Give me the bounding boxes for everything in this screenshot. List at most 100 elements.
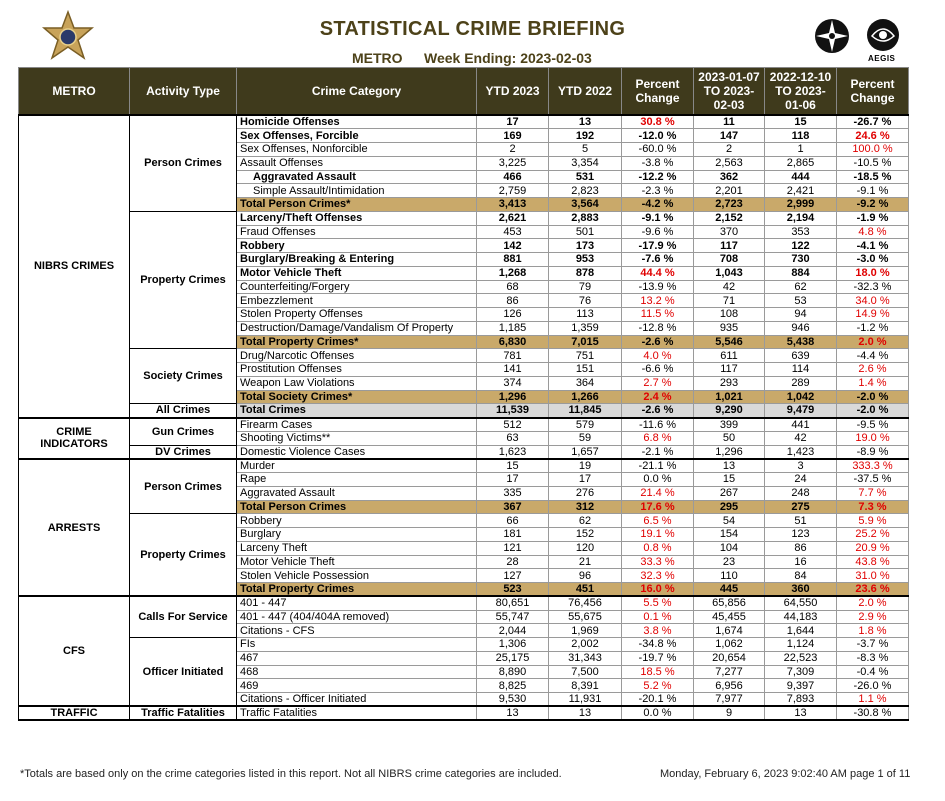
crime-category: Assault Offenses xyxy=(236,155,477,171)
cell-value: 44,183 xyxy=(764,609,837,625)
cell-value: 127 xyxy=(476,568,549,583)
activity-type: Person Crimes xyxy=(129,458,237,515)
crime-category: Motor Vehicle Theft xyxy=(236,554,477,570)
cell-value: 1,359 xyxy=(548,320,622,336)
cell-value: 2,621 xyxy=(476,210,549,226)
cell-value: 54 xyxy=(693,513,765,528)
table-row: 468 8,890 7,500 18.5 % 7,277 7,309 -0.4 % xyxy=(19,664,909,680)
cell-value: 751 xyxy=(548,348,622,363)
cell-value: -3.8 % xyxy=(621,155,694,171)
cell-value: 64,550 xyxy=(764,595,837,611)
cell-value: 19.1 % xyxy=(621,527,694,542)
cell-value: 2,563 xyxy=(693,155,765,171)
cell-value: 15 xyxy=(476,458,549,473)
cell-value: 399 xyxy=(693,417,765,432)
cell-value: 1,062 xyxy=(693,637,765,652)
cell-value: 1,674 xyxy=(693,623,765,638)
cell-value: 18.0 % xyxy=(836,265,909,281)
cell-value: 781 xyxy=(476,348,549,363)
table-row: Officer Initiated FIs 1,306 2,002 -34.8 % 1,0… xyxy=(19,637,909,707)
activity-type: Gun Crimes xyxy=(129,417,237,446)
cell-value: 24 xyxy=(764,472,837,487)
cell-value: -9.2 % xyxy=(836,197,909,212)
cell-value: 5,438 xyxy=(764,334,837,350)
cell-value: -60.0 % xyxy=(621,142,694,157)
table-row: Aggravated Assault 466 531 -12.2 % 362 444 -18… xyxy=(19,169,909,185)
cell-value: 3,225 xyxy=(476,155,549,171)
cell-value: 5,546 xyxy=(693,334,765,350)
column-header: YTD 2023 xyxy=(476,67,549,116)
cell-value: 23 xyxy=(693,554,765,570)
cell-value: 6,956 xyxy=(693,678,765,693)
cell-value: 33.3 % xyxy=(621,554,694,570)
cell-value: 451 xyxy=(548,582,622,597)
cell-value: 181 xyxy=(476,527,549,542)
cell-value: 7,500 xyxy=(548,664,622,680)
cell-value: 141 xyxy=(476,362,549,377)
cell-value: -1.2 % xyxy=(836,320,909,336)
cell-value: 2.7 % xyxy=(621,375,694,391)
column-header: Activity Type xyxy=(129,67,237,116)
cell-value: 444 xyxy=(764,169,837,185)
cell-value: 3,413 xyxy=(476,197,549,212)
cell-value: 173 xyxy=(548,238,622,253)
week-ending: Week Ending: 2023-02-03 xyxy=(424,50,592,66)
table-row: Society Crimes Drug/Narcotic Offenses 781 7… xyxy=(19,348,909,405)
cell-value: -13.9 % xyxy=(621,279,694,295)
column-header: METRO xyxy=(18,67,130,116)
cell-value: 11,931 xyxy=(548,692,622,707)
table-row: Larceny Theft 121 120 0.8 % 104 86 20.9 % xyxy=(19,540,909,556)
activity-type: Calls For Service xyxy=(129,595,237,639)
cell-value: 2 xyxy=(693,142,765,157)
cell-value: -11.6 % xyxy=(621,417,694,432)
cell-value: 11 xyxy=(693,114,765,130)
cell-value: -26.0 % xyxy=(836,678,909,693)
timestamp: Monday, February 6, 2023 9:02:40 AM page… xyxy=(660,768,911,780)
crime-category: Larceny/Theft Offenses xyxy=(236,210,477,226)
crime-category: 401 - 447 (404/404A removed) xyxy=(236,609,477,625)
activity-type: Officer Initiated xyxy=(129,637,237,707)
cell-value: 276 xyxy=(548,485,622,501)
cell-value: 16 xyxy=(764,554,837,570)
table-row: Sex Offenses, Nonforcible 2 5 -60.0 % 2 1 100.… xyxy=(19,142,909,157)
table-row: DV Crimes Domestic Violence Cases 1,623 1,6… xyxy=(19,444,909,460)
section-label: ARRESTS xyxy=(18,458,130,597)
cell-value: 0.1 % xyxy=(621,609,694,625)
cell-value: 86 xyxy=(476,293,549,308)
cell-value: 152 xyxy=(548,527,622,542)
cell-value: 708 xyxy=(693,252,765,267)
cell-value: -7.6 % xyxy=(621,252,694,267)
crime-category: Aggravated Assault xyxy=(236,485,477,501)
cell-value: 1,266 xyxy=(548,389,622,405)
cell-value: 953 xyxy=(548,252,622,267)
cell-value: 2,201 xyxy=(693,183,765,198)
cell-value: -2.6 % xyxy=(621,334,694,350)
cell-value: 0.0 % xyxy=(621,705,694,721)
cell-value: -2.0 % xyxy=(836,389,909,405)
cell-value: 19 xyxy=(548,458,622,473)
crime-category: Sex Offenses, Forcible xyxy=(236,128,477,143)
cell-value: 730 xyxy=(764,252,837,267)
footnote: *Totals are based only on the crime cate… xyxy=(20,768,562,780)
cell-value: 1,969 xyxy=(548,623,622,638)
cell-value: 11.5 % xyxy=(621,307,694,322)
cell-value: 2,421 xyxy=(764,183,837,198)
table-row: Property Crimes Larceny/Theft Offenses 2,6… xyxy=(19,210,909,350)
crime-table: METRO Activity Type Crime Category YTD 2023… xyxy=(18,67,909,721)
cell-value: 45,455 xyxy=(693,609,765,625)
cell-value: -32.3 % xyxy=(836,279,909,295)
section-label: TRAFFIC xyxy=(18,705,130,721)
cell-value: 22,523 xyxy=(764,650,837,666)
table-row: Sex Offenses, Forcible 169 192 -12.0 % 147 11… xyxy=(19,128,909,143)
cell-value: 53 xyxy=(764,293,837,308)
crime-category: Counterfeiting/Forgery xyxy=(236,279,477,295)
activity-type: Person Crimes xyxy=(129,114,237,212)
cell-value: 1 xyxy=(764,142,837,157)
cell-value: 935 xyxy=(693,320,765,336)
activity-type: All Crimes xyxy=(129,403,237,418)
cell-value: -4.1 % xyxy=(836,238,909,253)
cell-value: 3,564 xyxy=(548,197,622,212)
cell-value: 17 xyxy=(476,114,549,130)
cell-value: 42 xyxy=(693,279,765,295)
